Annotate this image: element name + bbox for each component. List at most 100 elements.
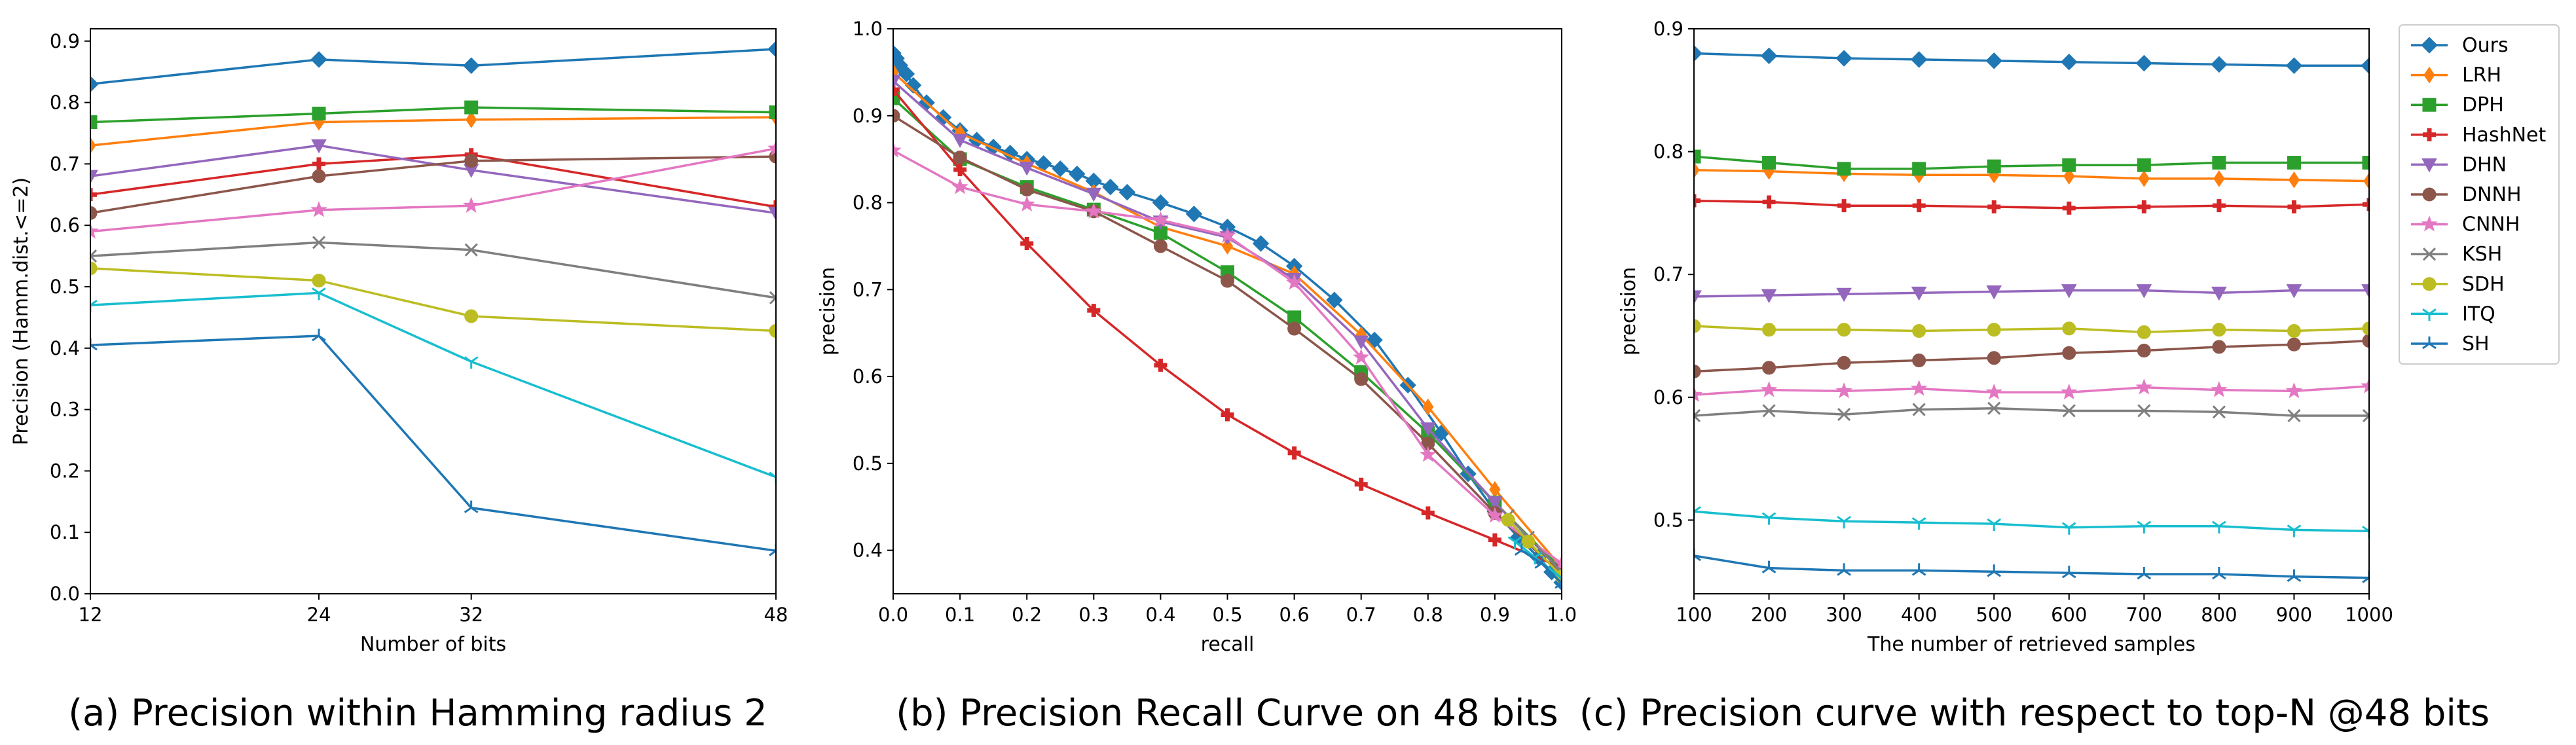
data-point-hashnet (1154, 358, 1168, 372)
y-axis-label: Precision (Hamm.dist.<=2) (10, 177, 33, 445)
data-point-ours (1069, 166, 1086, 183)
data-point-ours (1985, 52, 2002, 69)
data-point-ours (310, 51, 327, 68)
legend-entry-dph: DPH (2411, 94, 2504, 117)
legend-label: Ours (2462, 34, 2509, 57)
data-point-dph (2137, 158, 2151, 172)
data-point-cnnh (1553, 554, 1562, 571)
data-point-dhn (1836, 287, 1852, 302)
series-sh (90, 329, 776, 556)
data-point-ours (1910, 51, 1928, 68)
data-point-itq (2287, 524, 2302, 537)
legend-label: DPH (2462, 94, 2504, 117)
y-tick-label: 0.6 (853, 365, 883, 388)
series-line-dph (1694, 155, 2369, 170)
series-ours (1694, 45, 2369, 74)
data-point-ours (1118, 183, 1136, 201)
x-tick-label: 0.9 (1480, 604, 1510, 626)
data-point-dnnh (1221, 274, 1234, 288)
data-point-ours (1326, 291, 1343, 308)
data-point-cnnh (1285, 274, 1303, 290)
y-tick-label: 0.9 (853, 105, 883, 127)
data-point-ksh (1912, 403, 1926, 416)
data-point-dhn (1086, 187, 1102, 202)
data-point-dhn (2361, 284, 2369, 299)
y-tick-label: 0.7 (50, 153, 80, 175)
legend-marker (2423, 128, 2436, 141)
legend-box (2399, 24, 2560, 365)
series-line-sh (90, 335, 776, 553)
legend-label: SDH (2462, 273, 2505, 296)
data-point-dph (1987, 159, 2001, 173)
data-point-ours (462, 57, 480, 74)
legend-entry-itq: ITQ (2411, 302, 2495, 325)
data-point-dnnh (1987, 351, 2001, 365)
data-point-ours (90, 75, 99, 93)
data-point-lrh (2213, 170, 2225, 187)
y-axis-label: precision (1617, 267, 1640, 355)
data-point-ours (767, 41, 776, 58)
legend-marker (2422, 336, 2437, 350)
x-axis-label: Number of bits (360, 633, 506, 656)
axes-frame (90, 28, 777, 594)
data-point-cnnh (893, 141, 902, 158)
series-line-lrh (90, 116, 776, 147)
data-point-cnnh (1694, 386, 1702, 402)
data-point-sh (1987, 564, 2002, 577)
data-point-dnnh (2212, 340, 2226, 354)
data-point-cnnh (767, 139, 776, 156)
data-point-cnnh (1152, 211, 1169, 227)
data-point-dhn (952, 134, 968, 148)
data-point-itq (1555, 572, 1562, 586)
series-dnnh (90, 149, 776, 220)
data-point-cnnh (2135, 378, 2153, 395)
data-point-hashnet (1354, 477, 1368, 491)
x-tick-label: 900 (2276, 604, 2312, 626)
data-point-sdh (1501, 513, 1515, 527)
data-point-ours (1694, 45, 1702, 62)
data-point-dhn (311, 139, 327, 154)
data-point-ksh (90, 249, 98, 263)
data-point-dhn (893, 75, 901, 89)
data-point-sdh (1762, 323, 1776, 337)
data-point-dhn (2136, 284, 2152, 299)
data-point-dph (1837, 162, 1851, 176)
data-point-sh (2362, 570, 2369, 583)
legend-label: CNNH (2462, 213, 2520, 236)
series-line-ours (1694, 52, 2369, 67)
data-point-sdh (2212, 323, 2226, 337)
data-point-ours (1185, 206, 1203, 223)
data-point-cnnh (1219, 227, 1236, 243)
data-point-hashnet (1287, 446, 1301, 460)
data-point-dnnh (1912, 354, 1926, 368)
data-point-ours (2061, 53, 2078, 71)
x-tick-label: 800 (2201, 604, 2237, 626)
data-point-dph (1762, 155, 1776, 170)
data-point-cnnh (2285, 382, 2303, 399)
data-point-dnnh (2362, 334, 2369, 348)
data-point-sh (1555, 576, 1562, 589)
data-point-sh (1534, 556, 1549, 569)
legend-label: LRH (2462, 64, 2501, 87)
data-point-sdh (464, 309, 479, 323)
data-point-sh (769, 543, 776, 556)
legend-entry-dhn: DHN (2411, 153, 2507, 176)
y-tick-label: 0.0 (50, 583, 80, 605)
legend-entry-lrh: LRH (2411, 64, 2501, 87)
data-point-hashnet (1987, 200, 2001, 214)
data-point-itq (2061, 522, 2076, 535)
x-tick-label: 0.3 (1078, 604, 1109, 626)
y-tick-label: 0.8 (1653, 141, 1684, 163)
data-point-dhn (2211, 286, 2227, 301)
series-sh (1694, 548, 2369, 583)
data-point-hashnet (312, 157, 325, 171)
plot-area (1694, 45, 2369, 583)
series-line-sh (1694, 554, 2369, 579)
data-point-itq (1837, 516, 1851, 529)
data-point-ours (2211, 56, 2228, 73)
data-point-cnnh (1486, 507, 1503, 523)
data-point-sdh (2287, 324, 2301, 338)
subfigure-caption: (b) Precision Recall Curve on 48 bits (896, 692, 1558, 735)
data-point-sh (1761, 560, 1776, 573)
data-point-lrh (2063, 168, 2075, 185)
